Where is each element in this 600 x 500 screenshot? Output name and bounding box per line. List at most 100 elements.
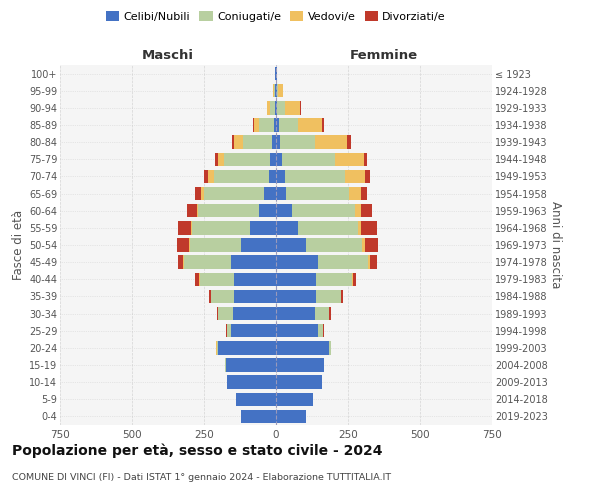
Bar [276,256,318,269]
Bar [218,152,224,166]
Bar [276,392,313,406]
Bar [276,376,322,389]
Bar [250,221,276,234]
Bar [227,324,232,338]
Bar [276,136,280,149]
Bar [298,118,322,132]
Bar [272,136,276,149]
Bar [204,170,208,183]
Bar [276,170,284,183]
Bar [329,307,331,320]
Bar [282,152,335,166]
Bar [232,136,234,149]
Bar [284,101,301,114]
Bar [349,187,361,200]
Bar [243,136,272,149]
Bar [214,170,269,183]
Bar [361,221,377,234]
Y-axis label: Anni di nascita: Anni di nascita [548,202,562,288]
Bar [335,152,364,166]
Y-axis label: Fasce di età: Fasce di età [11,210,25,280]
Bar [254,118,259,132]
Bar [276,290,316,303]
Bar [276,187,286,200]
Bar [277,84,278,98]
Bar [232,324,276,338]
Bar [276,118,279,132]
Bar [365,170,370,183]
Bar [187,204,197,218]
Bar [276,101,277,114]
Bar [178,256,183,269]
Bar [329,341,331,354]
Bar [280,136,315,149]
Bar [178,221,191,234]
Bar [201,187,204,200]
Bar [234,272,276,286]
Bar [189,238,190,252]
Bar [270,101,275,114]
Bar [277,101,284,114]
Bar [259,118,274,132]
Bar [361,204,373,218]
Bar [284,170,345,183]
Bar [298,221,358,234]
Bar [233,307,276,320]
Bar [217,341,218,354]
Bar [184,256,232,269]
Bar [232,256,276,269]
Bar [365,238,377,252]
Bar [276,204,292,218]
Bar [190,238,241,252]
Bar [193,221,250,234]
Bar [218,307,233,320]
Bar [315,136,347,149]
Bar [315,307,329,320]
Bar [215,152,218,166]
Bar [218,341,276,354]
Bar [224,152,270,166]
Text: Maschi: Maschi [142,48,194,62]
Bar [195,272,199,286]
Bar [316,290,341,303]
Bar [279,118,298,132]
Bar [318,256,368,269]
Bar [227,376,276,389]
Bar [358,221,361,234]
Bar [278,84,283,98]
Bar [209,290,211,303]
Bar [268,101,270,114]
Bar [355,204,361,218]
Bar [275,101,276,114]
Bar [306,238,362,252]
Bar [276,221,298,234]
Bar [265,187,276,200]
Bar [259,204,276,218]
Bar [177,238,189,252]
Bar [276,272,316,286]
Bar [347,136,351,149]
Bar [198,204,259,218]
Bar [200,272,234,286]
Bar [211,290,234,303]
Bar [191,221,193,234]
Bar [241,410,276,423]
Bar [274,118,276,132]
Bar [276,324,318,338]
Bar [276,84,277,98]
Text: Femmine: Femmine [350,48,418,62]
Text: Popolazione per età, sesso e stato civile - 2024: Popolazione per età, sesso e stato civil… [12,444,383,458]
Bar [217,307,218,320]
Bar [318,324,323,338]
Bar [286,187,349,200]
Legend: Celibi/Nubili, Coniugati/e, Vedovi/e, Divorziati/e: Celibi/Nubili, Coniugati/e, Vedovi/e, Di… [103,8,449,25]
Bar [276,358,323,372]
Bar [316,272,352,286]
Bar [292,204,355,218]
Bar [274,84,275,98]
Bar [204,187,265,200]
Bar [276,152,282,166]
Bar [208,170,214,183]
Bar [353,272,356,286]
Bar [276,307,315,320]
